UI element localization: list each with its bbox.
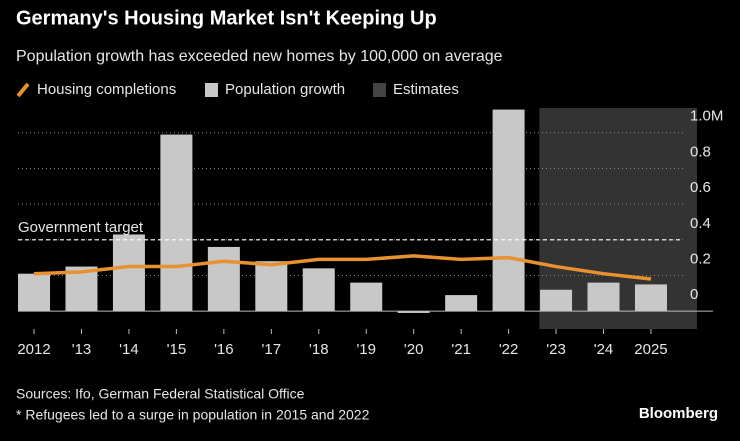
bar <box>207 246 240 312</box>
bar <box>540 289 573 312</box>
y-tick-label: 0 <box>690 286 698 303</box>
bar <box>160 134 193 312</box>
bar <box>397 311 430 313</box>
x-tick-label: '13 <box>72 341 92 358</box>
footnote: * Refugees led to a surge in population … <box>16 407 370 423</box>
x-tick-label: 2012 <box>17 341 50 358</box>
legend-swatch <box>205 83 218 97</box>
y-tick-label: 0.4 <box>690 215 711 232</box>
x-tick-label: '19 <box>356 341 376 358</box>
bar <box>112 234 145 312</box>
line <box>33 254 652 281</box>
y-tick-label: 0.8 <box>690 143 711 160</box>
brand: Bloomberg <box>639 405 718 422</box>
chart-subtitle: Population growth has exceeded new homes… <box>16 48 503 65</box>
x-tick-label: '16 <box>214 341 234 358</box>
bar <box>350 282 383 312</box>
bar <box>634 284 667 312</box>
target-label: Government target <box>18 219 144 236</box>
bar <box>445 295 478 312</box>
legend-swatch <box>16 82 30 98</box>
x-tick-label: '21 <box>451 341 471 358</box>
legend-label: Housing completions <box>37 81 176 98</box>
x-tick-label: '23 <box>546 341 566 358</box>
bar <box>587 282 620 312</box>
y-tick-label: 0.2 <box>690 250 711 267</box>
x-tick-label: '24 <box>594 341 614 358</box>
legend-label: Population growth <box>225 81 345 98</box>
x-tick-label: '14 <box>119 341 139 358</box>
x-tick-label: '18 <box>309 341 329 358</box>
legend-label: Estimates <box>393 81 459 98</box>
x-tick-label: '15 <box>167 341 187 358</box>
bar <box>18 273 51 312</box>
bar <box>302 268 335 312</box>
y-tick-label: 0.6 <box>690 179 711 196</box>
x-tick-label: 2025 <box>634 341 667 358</box>
y-tick-label: 1.0M <box>690 108 723 125</box>
sources: Sources: Ifo, German Federal Statistical… <box>16 386 305 402</box>
chart-title: Germany's Housing Market Isn't Keeping U… <box>16 7 437 29</box>
x-tick-label: '22 <box>499 341 519 358</box>
legend-swatch <box>373 83 386 97</box>
x-tick-label: '20 <box>404 341 424 358</box>
bar <box>255 261 288 312</box>
bar <box>492 109 525 312</box>
x-tick-label: '17 <box>262 341 282 358</box>
